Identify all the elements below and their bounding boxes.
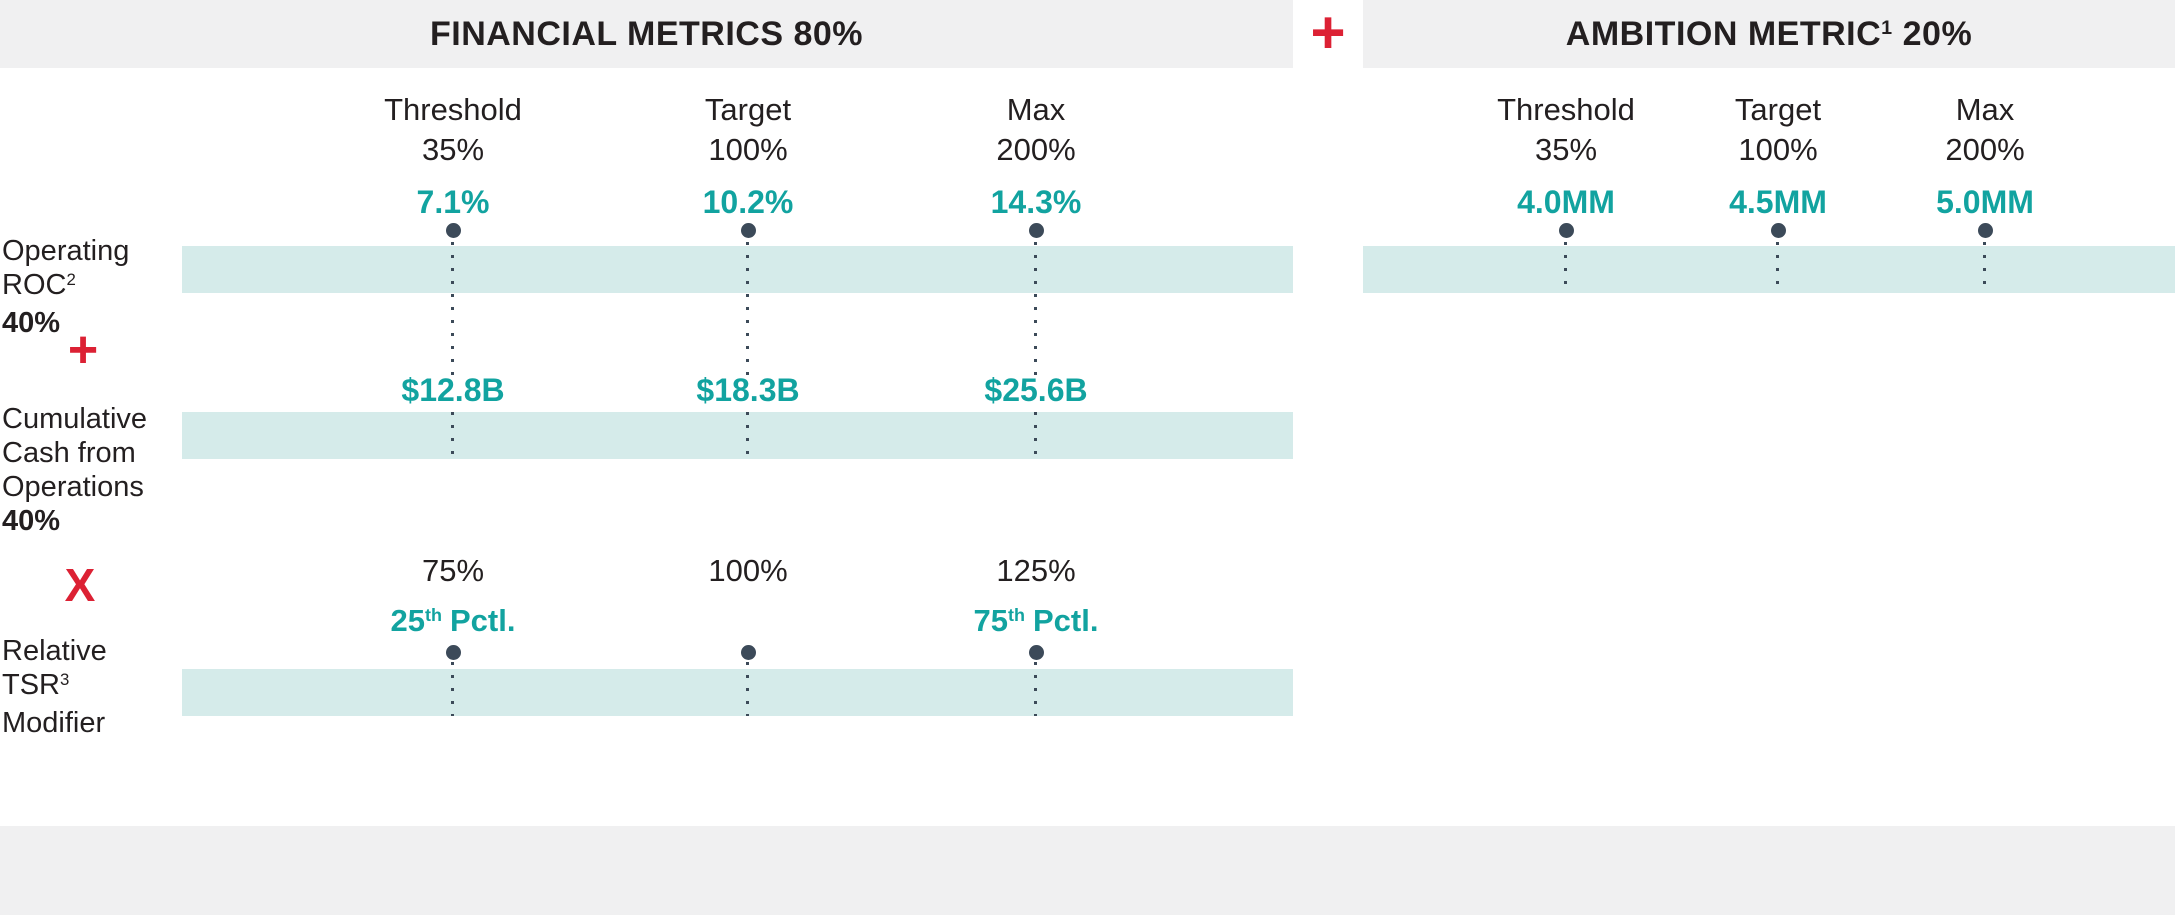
ambition-metric-title: AMBITION METRIC1 20% xyxy=(1565,14,1973,53)
tsr-max-percentile: 75th Pctl. xyxy=(973,603,1099,638)
dotted-leader xyxy=(1034,662,1037,716)
ambition-column-header-threshold: Threshold 35% xyxy=(1406,90,1726,170)
dotted-leader xyxy=(451,662,454,716)
dotted-leader xyxy=(1564,242,1567,292)
dotted-leader xyxy=(451,412,454,459)
column-payout: 35% xyxy=(1534,132,1598,167)
ambition-title-footnote: 1 xyxy=(1881,16,1893,39)
ambition-band xyxy=(1363,246,2175,293)
cash-max-value: $25.6B xyxy=(984,372,1088,408)
financial-column-header-max: Max 200% xyxy=(876,90,1196,170)
dotted-leader xyxy=(1776,242,1779,292)
column-label: Target xyxy=(704,92,792,127)
ambition-threshold-value: 4.0MM xyxy=(1517,184,1615,220)
marker-dot xyxy=(446,223,461,238)
tsr-max-multiplier: 125% xyxy=(996,553,1076,588)
financial-column-header-target: Target 100% xyxy=(588,90,908,170)
tsr-target-multiplier: 100% xyxy=(708,553,788,588)
ambition-column-header-max: Max 200% xyxy=(1825,90,2145,170)
operating-roc-band xyxy=(182,246,1293,293)
plus-operator-icon: + xyxy=(67,321,99,379)
dotted-leader xyxy=(746,662,749,716)
payout-range-bar: Payout Range: Threshold:35% Target:100% … xyxy=(0,826,2175,915)
column-payout: 35% xyxy=(421,132,485,167)
dotted-leader xyxy=(1983,242,1986,292)
column-label: Max xyxy=(1955,92,2015,127)
column-payout: 200% xyxy=(1945,132,2025,167)
dotted-leader xyxy=(746,242,749,376)
dotted-leader xyxy=(1034,412,1037,459)
ambition-target-value: 4.5MM xyxy=(1729,184,1827,220)
column-payout: 100% xyxy=(708,132,788,167)
marker-dot xyxy=(741,223,756,238)
cash-target-value: $18.3B xyxy=(696,372,800,408)
dotted-leader xyxy=(1034,242,1037,376)
multiply-operator-icon: X xyxy=(64,559,96,611)
cumulative-cash-row-label: Cumulative Cash from Operations 40% xyxy=(2,403,148,537)
ambition-metric-header-bar: AMBITION METRIC1 20% xyxy=(1363,0,2175,68)
cumulative-cash-band xyxy=(182,412,1293,459)
column-payout: 200% xyxy=(996,132,1076,167)
marker-dot xyxy=(1978,223,1993,238)
ambition-column-header-target: Target 100% xyxy=(1618,90,1938,170)
operating-roc-weight: 40% xyxy=(2,307,61,339)
marker-dot xyxy=(1559,223,1574,238)
financial-column-header-threshold: Threshold 35% xyxy=(293,90,613,170)
column-payout: 100% xyxy=(1738,132,1818,167)
financial-metrics-title: FINANCIAL METRICS 80% xyxy=(429,14,864,53)
marker-dot xyxy=(741,645,756,660)
column-label: Threshold xyxy=(1497,92,1635,127)
column-label: Threshold xyxy=(384,92,522,127)
marker-dot xyxy=(1029,645,1044,660)
tsr-threshold-percentile: 25th Pctl. xyxy=(390,603,516,638)
column-label: Target xyxy=(1734,92,1822,127)
dotted-leader xyxy=(746,412,749,459)
column-label: Max xyxy=(1006,92,1066,127)
tsr-modifier-row-label: Relative TSR3 Modifier xyxy=(2,635,107,739)
tsr-threshold-multiplier: 75% xyxy=(421,553,485,588)
tsr-modifier-band xyxy=(182,669,1293,716)
cumulative-cash-weight: 40% xyxy=(2,505,61,537)
cash-threshold-value: $12.8B xyxy=(401,372,505,408)
roc-footnote: 2 xyxy=(66,269,76,289)
marker-dot xyxy=(1029,223,1044,238)
roc-threshold-value: 7.1% xyxy=(416,184,490,220)
plus-separator-icon: + xyxy=(1310,0,1346,66)
marker-dot xyxy=(1771,223,1786,238)
roc-target-value: 10.2% xyxy=(702,184,794,220)
ambition-max-value: 5.0MM xyxy=(1936,184,2034,220)
operating-roc-row-label: Operating ROC2 40% xyxy=(2,235,130,339)
tsr-footnote: 3 xyxy=(60,669,70,689)
dotted-leader xyxy=(451,242,454,376)
roc-max-value: 14.3% xyxy=(990,184,1082,220)
financial-metrics-header-bar: FINANCIAL METRICS 80% xyxy=(0,0,1293,68)
marker-dot xyxy=(446,645,461,660)
